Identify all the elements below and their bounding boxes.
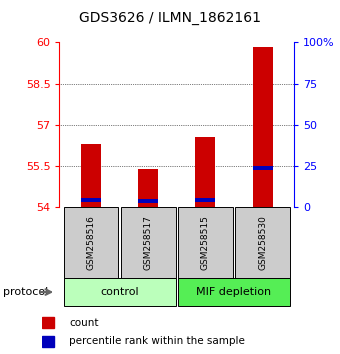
Bar xyxy=(81,144,101,207)
Text: GSM258530: GSM258530 xyxy=(258,215,267,270)
Bar xyxy=(81,198,101,202)
Text: GSM258517: GSM258517 xyxy=(144,215,153,270)
Bar xyxy=(64,278,176,306)
Bar xyxy=(235,207,290,278)
Bar xyxy=(195,137,216,207)
Text: MIF depletion: MIF depletion xyxy=(197,287,272,297)
Text: control: control xyxy=(100,287,139,297)
Bar xyxy=(42,336,54,347)
Bar xyxy=(195,198,216,202)
Bar xyxy=(138,169,158,207)
Text: GSM258516: GSM258516 xyxy=(86,215,96,270)
Text: protocol: protocol xyxy=(3,287,49,297)
Bar xyxy=(121,207,176,278)
Bar xyxy=(64,207,118,278)
Text: percentile rank within the sample: percentile rank within the sample xyxy=(69,336,245,346)
Text: GSM258515: GSM258515 xyxy=(201,215,210,270)
Bar xyxy=(178,278,290,306)
Bar xyxy=(178,207,233,278)
Text: count: count xyxy=(69,318,98,327)
Bar xyxy=(253,166,273,170)
Bar xyxy=(253,47,273,207)
Text: GDS3626 / ILMN_1862161: GDS3626 / ILMN_1862161 xyxy=(79,11,261,25)
Bar xyxy=(42,317,54,328)
Bar xyxy=(138,199,158,203)
